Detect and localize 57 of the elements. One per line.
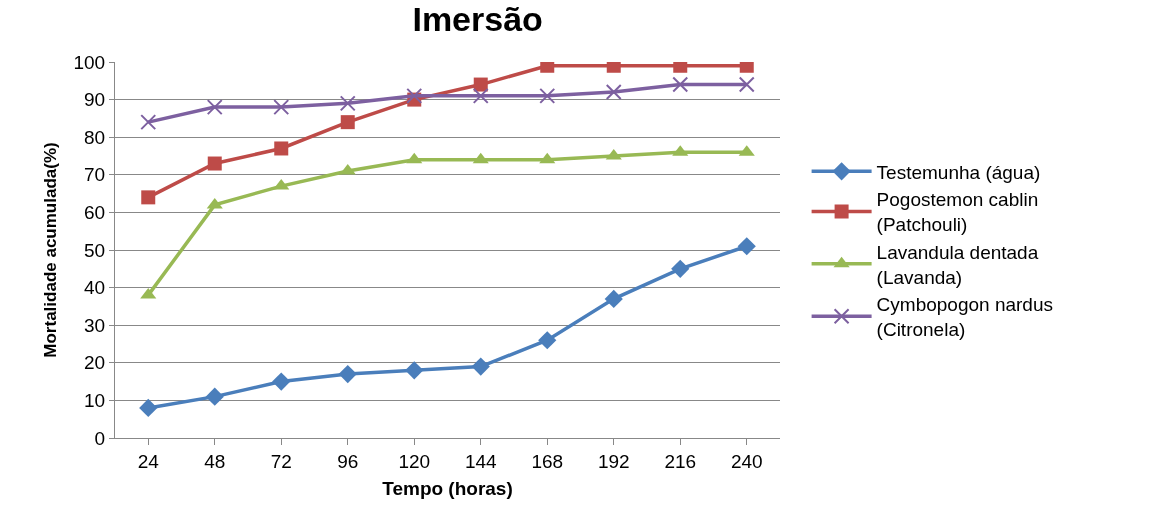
x-tick-label: 72: [270, 450, 292, 472]
point: [405, 361, 424, 380]
y-tick-label: 100: [73, 51, 106, 73]
chart-title: Imersão: [412, 0, 543, 39]
point: [671, 259, 690, 278]
y-tick-label: 0: [94, 427, 106, 449]
legend-label: Cymbopogon nardus (Citronela): [876, 294, 1053, 340]
point: [273, 99, 290, 116]
point: [539, 152, 556, 164]
x-tick-label: 24: [137, 450, 160, 472]
x-tick-label: 192: [597, 450, 630, 472]
point: [473, 77, 488, 92]
point: [338, 364, 357, 384]
point: [472, 152, 489, 164]
y-tick-label: 70: [84, 164, 106, 186]
point: [272, 372, 291, 391]
y-tick-label: 20: [84, 352, 106, 374]
point: [274, 141, 289, 156]
point: [140, 114, 157, 131]
y-tick-label: 40: [84, 277, 106, 299]
legend-label: Lavandula dentada (Lavanda): [876, 241, 1039, 288]
x-tick-label: 216: [664, 450, 697, 472]
y-tick-label: 10: [84, 390, 106, 412]
point: [538, 331, 557, 350]
point: [539, 87, 556, 104]
x-tick-label: 96: [337, 450, 359, 472]
point: [339, 95, 356, 112]
point: [472, 87, 489, 104]
point: [207, 156, 222, 171]
point: [605, 84, 622, 101]
x-tick-label: 144: [464, 450, 498, 472]
x-tick-label: 168: [531, 450, 564, 472]
y-axis-title: Mortalidade acumulada(%): [41, 142, 61, 358]
point: [205, 387, 224, 406]
legend-label: Testemunha (água): [876, 161, 1041, 183]
point: [206, 197, 223, 209]
point: [340, 115, 355, 130]
point: [604, 289, 623, 308]
x-tick-label: 48: [204, 450, 226, 472]
y-tick-label: 50: [84, 239, 106, 261]
x-tick-label: 240: [730, 450, 763, 472]
point: [737, 237, 756, 256]
y-tick-label: 90: [84, 89, 106, 111]
x-axis-title: Tempo (horas): [382, 477, 513, 499]
point: [141, 190, 156, 205]
point: [738, 76, 755, 93]
point: [139, 398, 158, 418]
x-tick-label: 120: [398, 450, 431, 472]
point: [406, 152, 423, 164]
point: [672, 76, 689, 93]
point: [206, 99, 223, 116]
y-tick-label: 80: [84, 126, 106, 148]
y-tick-label: 60: [84, 202, 106, 224]
y-tick-label: 30: [84, 314, 106, 336]
point: [406, 87, 423, 104]
legend-label: Pogostemon cablin (Patchouli): [876, 189, 1039, 236]
point: [471, 357, 490, 376]
